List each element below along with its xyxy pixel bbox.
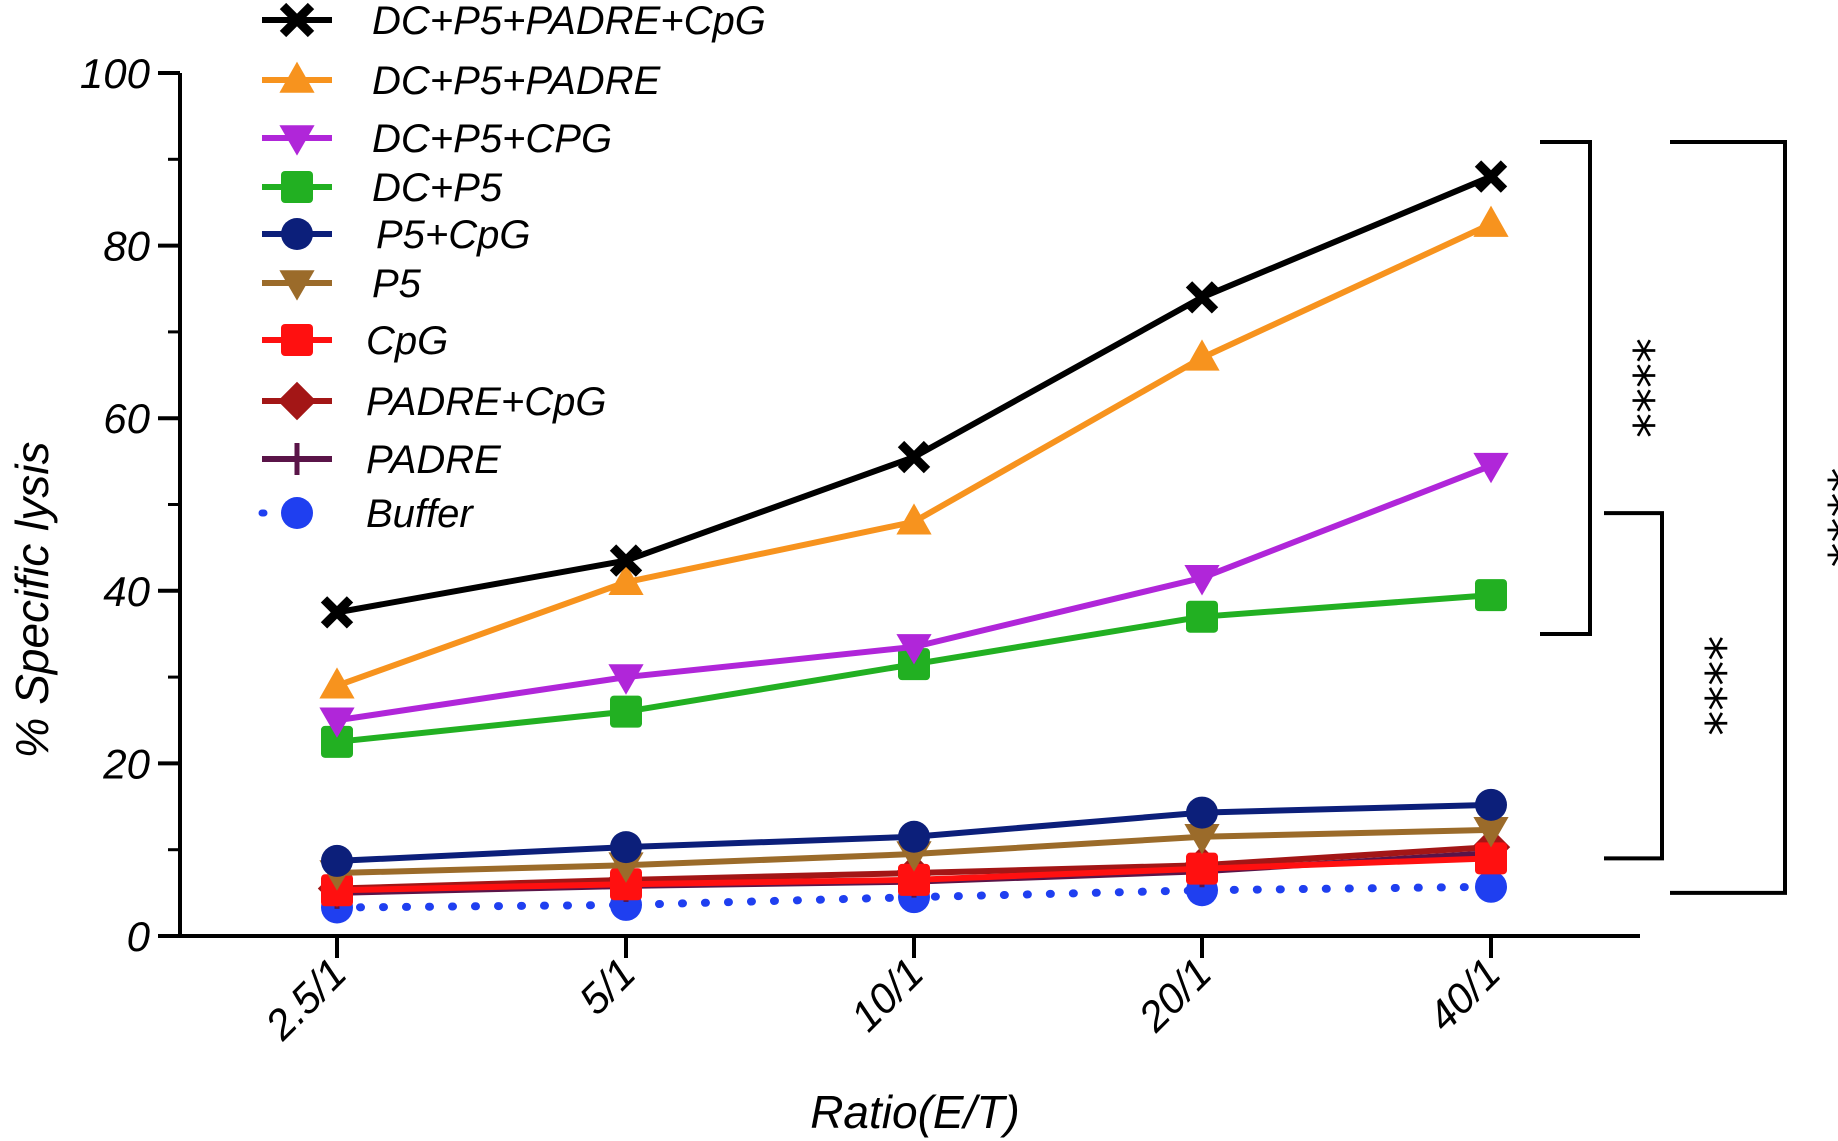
legend-label: DC+P5	[372, 166, 503, 210]
bracket-line	[1670, 140, 1787, 895]
data-point	[320, 596, 354, 629]
legend-item: P5	[262, 262, 422, 306]
data-point	[1473, 452, 1509, 484]
data-point	[610, 868, 642, 901]
legend-marker	[279, 2, 315, 38]
significance-label: ****	[1606, 338, 1664, 438]
bracket-line	[1540, 140, 1592, 636]
x-tick-label: 20/1	[1129, 949, 1221, 1041]
x-tick-label: 5/1	[570, 949, 645, 1024]
y-tick-label: 0	[127, 913, 151, 960]
legend-label: CpG	[366, 319, 448, 363]
data-point	[608, 664, 644, 695]
legend-item: DC+P5+PADRE+CpG	[262, 0, 766, 43]
data-point	[1475, 579, 1507, 612]
data-point	[1186, 796, 1218, 829]
data-point	[610, 831, 642, 864]
x-tick-label: 2.5/1	[255, 949, 355, 1049]
data-point	[319, 707, 355, 738]
data-point	[1475, 788, 1507, 821]
data-point	[609, 544, 643, 577]
x-tick-label: 10/1	[841, 949, 932, 1040]
legend-item: DC+P5+CPG	[262, 117, 612, 161]
series-p5-cpg	[321, 788, 1507, 877]
legend-marker	[277, 381, 317, 421]
significance-bracket: ****	[1670, 140, 1838, 895]
legend-label: PADRE+CpG	[366, 380, 606, 424]
axes: 0 20 40 60 80 100 2.5/1 5/1 10/1 20/1 40/1	[80, 50, 1640, 1049]
legend-marker	[281, 497, 313, 529]
legend-label: DC+P5+PADRE+CpG	[372, 0, 766, 43]
legend-label: PADRE	[366, 438, 502, 482]
x-axis-title: Ratio(E/T)	[810, 1086, 1020, 1138]
series-layer	[317, 160, 1511, 924]
data-point	[321, 725, 353, 758]
significance-bracket: ****	[1540, 140, 1664, 636]
y-tick-label: 40	[103, 568, 150, 615]
data-point	[1474, 160, 1508, 193]
y-tick-label: 20	[102, 740, 150, 787]
legend-item: P5+CpG	[262, 213, 531, 257]
legend: DC+P5+PADRE+CpG DC+P5+PADRE DC+P5+CPG DC+P5…	[258, 0, 766, 536]
data-point	[319, 667, 355, 699]
significance-brackets: **** **** ****	[1540, 140, 1838, 895]
y-tick-label: 100	[80, 50, 151, 97]
legend-marker	[281, 443, 313, 475]
data-point	[610, 695, 642, 728]
series-dc-p5	[321, 579, 1507, 758]
series-dc-p5-padre-cpg	[320, 160, 1508, 629]
data-point	[896, 634, 932, 665]
data-point	[321, 844, 353, 877]
data-point	[1186, 852, 1218, 885]
data-point	[898, 820, 930, 853]
legend-marker	[279, 125, 315, 156]
data-point	[896, 503, 932, 535]
legend-item: DC+P5	[262, 166, 503, 210]
legend-marker	[281, 324, 313, 356]
legend-marker	[279, 270, 315, 301]
legend-item: PADRE	[262, 438, 502, 482]
significance-bracket: ****	[1604, 511, 1736, 861]
legend-marker	[281, 171, 313, 203]
data-point	[1184, 339, 1220, 371]
y-tick-label: 80	[103, 223, 150, 270]
significance-label: ****	[1801, 467, 1838, 567]
data-point	[1475, 842, 1507, 875]
data-point	[1184, 823, 1220, 855]
data-point	[608, 563, 644, 595]
x-tick-label: 40/1	[1418, 949, 1509, 1040]
data-point	[1186, 600, 1218, 633]
legend-item: CpG	[262, 319, 448, 363]
data-point	[1184, 565, 1220, 596]
series-dc-p5-cpg	[319, 452, 1509, 738]
data-point	[1475, 870, 1507, 903]
data-point	[1185, 281, 1219, 314]
data-point	[897, 440, 931, 474]
legend-item: PADRE+CpG	[262, 380, 606, 424]
series-dc-p5-padre	[319, 205, 1509, 699]
legend-label: DC+P5+PADRE	[372, 59, 662, 103]
legend-label: Buffer	[366, 492, 474, 536]
legend-marker	[279, 61, 315, 93]
y-tick-label: 60	[103, 395, 150, 442]
legend-label: P5	[372, 262, 422, 306]
legend-marker	[281, 218, 313, 250]
bracket-line	[1604, 511, 1664, 861]
data-point	[1473, 205, 1509, 237]
legend-label: P5+CpG	[376, 213, 531, 257]
data-point	[898, 863, 930, 896]
y-axis-title: % Specific lysis	[6, 442, 58, 759]
legend-item: Buffer	[258, 492, 474, 536]
significance-label: ****	[1678, 636, 1736, 736]
data-point	[1473, 817, 1509, 848]
legend-item: DC+P5+PADRE	[262, 59, 662, 103]
legend-label: DC+P5+CPG	[372, 117, 612, 161]
